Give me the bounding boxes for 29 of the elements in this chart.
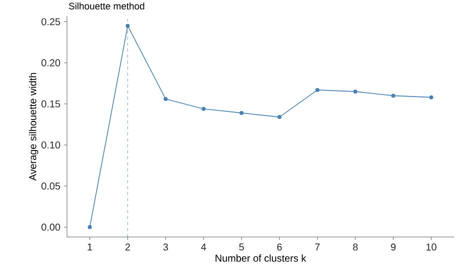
point xyxy=(88,225,92,230)
point xyxy=(202,106,206,111)
x-tick-label: 9 xyxy=(390,244,396,251)
x-axis-title: Number of clusters k xyxy=(216,254,306,262)
y-tick-label: 0.25 xyxy=(41,18,60,26)
y-tick-label: 0.15 xyxy=(41,100,60,108)
x-tick-label: 2 xyxy=(125,244,130,250)
x-tick-label: 6 xyxy=(277,244,282,251)
x-tick-label: 5 xyxy=(239,244,244,250)
y-tick-label: 0.00 xyxy=(41,224,60,231)
y-tick-label: 0.05 xyxy=(41,182,60,190)
x-tick-label: 10 xyxy=(426,244,436,251)
point xyxy=(315,88,320,92)
y-tick-label: 0.20 xyxy=(41,59,60,66)
x-tick-label: 8 xyxy=(353,244,358,251)
x-tick-label: 4 xyxy=(201,244,206,250)
point xyxy=(353,90,358,94)
point xyxy=(126,24,130,28)
x-tick-label: 3 xyxy=(163,244,168,251)
y-tick-label: 0.10 xyxy=(41,141,60,149)
x-tick-label: 7 xyxy=(315,244,320,250)
point xyxy=(391,94,396,98)
chart-title: Silhouette method xyxy=(68,2,144,10)
point xyxy=(429,95,434,100)
x-tick-label: 1 xyxy=(88,244,92,250)
point xyxy=(240,110,244,115)
point xyxy=(277,115,282,120)
point xyxy=(164,96,168,101)
y-axis-title: Average silhouette width xyxy=(28,72,38,181)
